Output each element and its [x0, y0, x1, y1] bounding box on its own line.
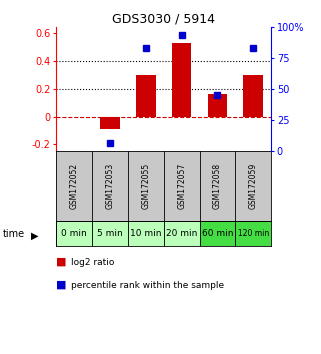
Bar: [128, 221, 164, 246]
Bar: [56, 221, 92, 246]
Bar: [243, 75, 263, 116]
Text: 60 min: 60 min: [202, 229, 233, 238]
Text: GSM172059: GSM172059: [249, 163, 258, 209]
Text: GSM172058: GSM172058: [213, 163, 222, 209]
Text: ▶: ▶: [30, 230, 38, 240]
Text: 120 min: 120 min: [238, 229, 269, 238]
Bar: [200, 221, 235, 246]
Text: GSM172053: GSM172053: [105, 163, 115, 209]
Text: 0 min: 0 min: [61, 229, 87, 238]
Bar: [100, 116, 120, 129]
Title: GDS3030 / 5914: GDS3030 / 5914: [112, 12, 215, 25]
Bar: [164, 221, 200, 246]
Bar: [235, 221, 271, 246]
Text: log2 ratio: log2 ratio: [71, 258, 114, 267]
Bar: [208, 95, 227, 116]
Bar: [172, 43, 192, 116]
Text: time: time: [3, 229, 25, 239]
Text: ■: ■: [56, 280, 67, 290]
Text: 5 min: 5 min: [97, 229, 123, 238]
Text: GSM172057: GSM172057: [177, 163, 186, 209]
Text: percentile rank within the sample: percentile rank within the sample: [71, 281, 224, 290]
Text: 20 min: 20 min: [166, 229, 197, 238]
Text: ■: ■: [56, 257, 67, 267]
Text: 10 min: 10 min: [130, 229, 161, 238]
Bar: [92, 221, 128, 246]
Text: GSM172052: GSM172052: [70, 163, 79, 209]
Bar: [136, 75, 156, 116]
Text: GSM172055: GSM172055: [141, 163, 150, 209]
